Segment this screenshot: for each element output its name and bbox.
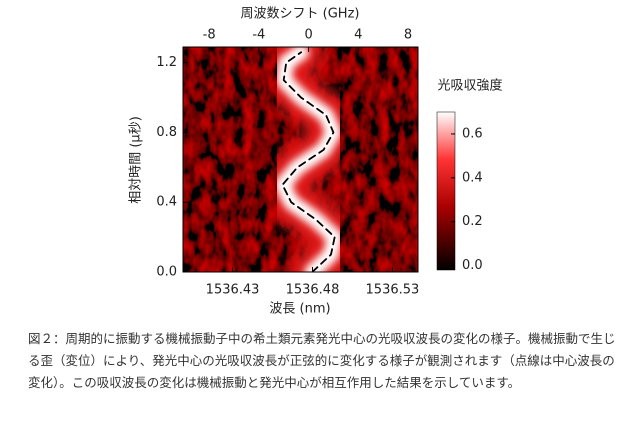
x-tick-label: 1536.53: [366, 283, 420, 298]
x2-tick-label: 8: [404, 28, 412, 43]
x2-tick-label: 0: [304, 28, 312, 43]
colorbar-tick-label: 0.4: [462, 170, 483, 185]
y-tick-label: 0.4: [156, 195, 177, 210]
y-tick-label: 1.2: [156, 55, 177, 70]
colorbar-title: 光吸収強度: [437, 78, 502, 94]
y-axis-title: 相対時間 (μ秒): [129, 116, 144, 204]
chart: 周波数シフト (GHz) 波長 (nm) 相対時間 (μ秒) 光吸収強度 153…: [129, 7, 503, 317]
x-tick-label: 1536.43: [206, 283, 260, 298]
colorbar-tick-label: 0.6: [462, 126, 483, 141]
x2-tick-label: 4: [354, 28, 362, 43]
x2-tick-label: -8: [203, 28, 216, 43]
caption: 図２：周期的に振動する機械振動子中の希土類元素発光中心の光吸収波長の変化の様子。…: [28, 331, 616, 390]
colorbar-tick-label: 0.2: [462, 214, 483, 229]
colorbar: [436, 111, 456, 271]
y-tick-label: 0.0: [156, 265, 177, 280]
y-tick-label: 0.8: [156, 125, 177, 140]
x2-tick-label: -4: [252, 28, 265, 43]
center-line: [281, 51, 336, 272]
colorbar-tick-label: 0.0: [462, 258, 483, 273]
x-tick-label: 1536.48: [286, 283, 340, 298]
x-axis-title: 波長 (nm): [269, 302, 330, 317]
x2-axis-title: 周波数シフト (GHz): [241, 7, 360, 22]
plot-frame: [182, 46, 419, 273]
